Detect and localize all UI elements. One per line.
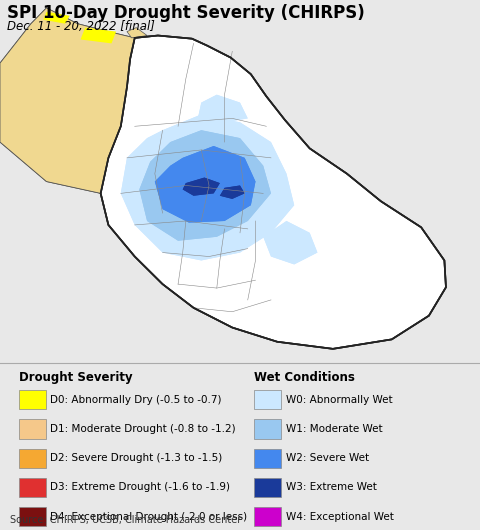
Text: D0: Abnormally Dry (-0.5 to -0.7): D0: Abnormally Dry (-0.5 to -0.7) xyxy=(50,395,222,405)
Polygon shape xyxy=(43,12,70,24)
Text: W2: Severe Wet: W2: Severe Wet xyxy=(286,453,369,463)
Bar xyxy=(19,419,46,439)
Bar xyxy=(254,419,281,439)
Polygon shape xyxy=(263,221,317,264)
Polygon shape xyxy=(155,146,255,223)
Polygon shape xyxy=(121,114,294,260)
Bar xyxy=(19,507,46,526)
Polygon shape xyxy=(220,186,245,199)
Text: SPI 10-Day Drought Severity (CHIRPS): SPI 10-Day Drought Severity (CHIRPS) xyxy=(7,4,365,22)
Text: W0: Abnormally Wet: W0: Abnormally Wet xyxy=(286,395,392,405)
Bar xyxy=(19,478,46,497)
Text: D1: Moderate Drought (-0.8 to -1.2): D1: Moderate Drought (-0.8 to -1.2) xyxy=(50,424,236,434)
Polygon shape xyxy=(198,95,248,122)
Polygon shape xyxy=(127,28,147,38)
Bar xyxy=(19,448,46,468)
Bar xyxy=(254,448,281,468)
Text: Drought Severity: Drought Severity xyxy=(19,372,133,384)
Polygon shape xyxy=(155,146,255,223)
Bar xyxy=(254,507,281,526)
Text: W3: Extreme Wet: W3: Extreme Wet xyxy=(286,482,376,492)
Polygon shape xyxy=(121,114,294,260)
Bar xyxy=(254,390,281,409)
Text: D4: Exceptional Drought (-2.0 or less): D4: Exceptional Drought (-2.0 or less) xyxy=(50,511,248,522)
Polygon shape xyxy=(0,8,135,193)
Polygon shape xyxy=(139,130,271,241)
Text: Dec. 11 - 20, 2022 [final]: Dec. 11 - 20, 2022 [final] xyxy=(7,20,155,33)
Bar xyxy=(19,390,46,409)
Text: W4: Exceptional Wet: W4: Exceptional Wet xyxy=(286,511,394,522)
Text: Wet Conditions: Wet Conditions xyxy=(254,372,355,384)
Polygon shape xyxy=(183,178,220,196)
Text: D3: Extreme Drought (-1.6 to -1.9): D3: Extreme Drought (-1.6 to -1.9) xyxy=(50,482,230,492)
Text: Source: CHIRPS, UCSB, Climate Hazards Center: Source: CHIRPS, UCSB, Climate Hazards Ce… xyxy=(10,515,241,525)
Bar xyxy=(254,478,281,497)
Polygon shape xyxy=(198,95,248,122)
Polygon shape xyxy=(81,28,116,43)
Polygon shape xyxy=(139,130,271,241)
Polygon shape xyxy=(0,8,135,193)
Polygon shape xyxy=(101,36,446,349)
Polygon shape xyxy=(183,178,220,196)
Text: D2: Severe Drought (-1.3 to -1.5): D2: Severe Drought (-1.3 to -1.5) xyxy=(50,453,223,463)
Text: W1: Moderate Wet: W1: Moderate Wet xyxy=(286,424,382,434)
Polygon shape xyxy=(220,186,245,199)
Polygon shape xyxy=(263,221,317,264)
